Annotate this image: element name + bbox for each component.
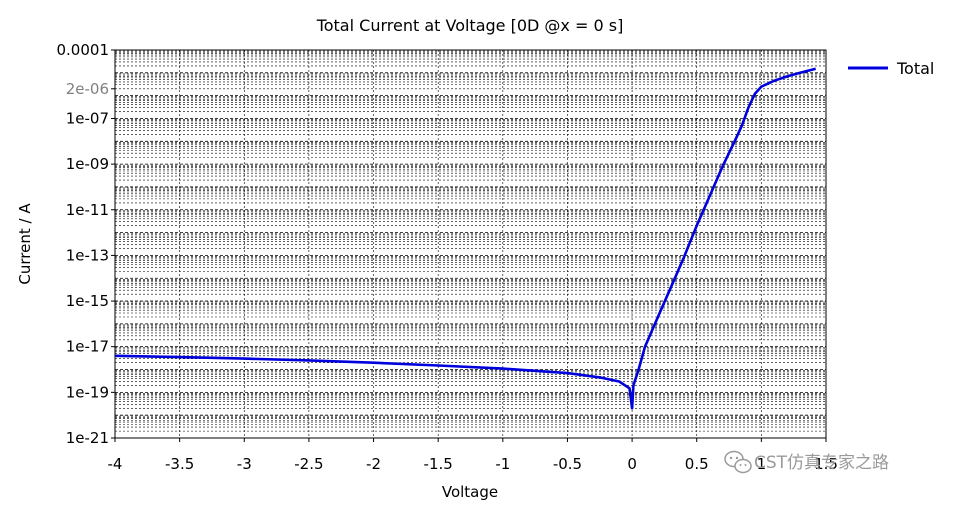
x-tick-label: -2 (366, 455, 381, 473)
y-tick-label: 1e-11 (66, 201, 109, 219)
y-tick-label: 2e-06 (66, 80, 109, 98)
x-tick-label: 1 (757, 455, 767, 473)
watermark-text: CST仿真专家之路 (754, 453, 889, 473)
x-axis-label: Voltage (442, 483, 498, 501)
watermark: CST仿真专家之路 (724, 450, 889, 474)
x-tick-label: 0 (627, 455, 637, 473)
y-tick-label: 0.0001 (57, 41, 110, 59)
y-tick-label: 1e-15 (66, 292, 109, 310)
plot-area (114, 49, 827, 439)
x-axis-ticks: -4 -3.5 -3 -2.5 -2 -1.5 -1 -0.5 0 0.5 1 1.5 (108, 438, 838, 473)
wechat-icon (724, 450, 752, 474)
x-tick-label: -4 (108, 455, 123, 473)
y-tick-label: 1e-13 (66, 246, 109, 264)
x-tick-label: 0.5 (685, 455, 709, 473)
series-layer (114, 67, 817, 410)
y-axis-label: Current / A (16, 203, 34, 285)
y-tick-label: 1e-07 (66, 109, 109, 127)
y-tick-label: 1e-17 (66, 338, 109, 356)
legend-label-total: Total (896, 59, 934, 78)
legend[interactable]: Total (848, 59, 934, 78)
plot-background (115, 50, 826, 438)
x-tick-label: -3.5 (165, 455, 194, 473)
x-tick-label: -1 (495, 455, 510, 473)
y-tick-label: 1e-21 (66, 429, 109, 447)
plot-frame (114, 49, 827, 439)
minor-grid (115, 50, 826, 432)
x-tick-label: -1.5 (424, 455, 453, 473)
series-line-total (114, 67, 817, 410)
y-tick-label: 1e-09 (66, 155, 109, 173)
x-tick-label: 1.5 (814, 455, 838, 473)
chart-title: Total Current at Voltage [0D @x = 0 s] (316, 16, 624, 35)
y-axis-ticks: 0.0001 2e-06 1e-07 1e-09 1e-11 1e-13 1e-15 1e-1… (57, 41, 115, 447)
x-tick-label: -3 (237, 455, 252, 473)
y-tick-label: 1e-19 (66, 383, 109, 401)
x-tick-label: -0.5 (553, 455, 582, 473)
x-tick-label: -2.5 (294, 455, 323, 473)
